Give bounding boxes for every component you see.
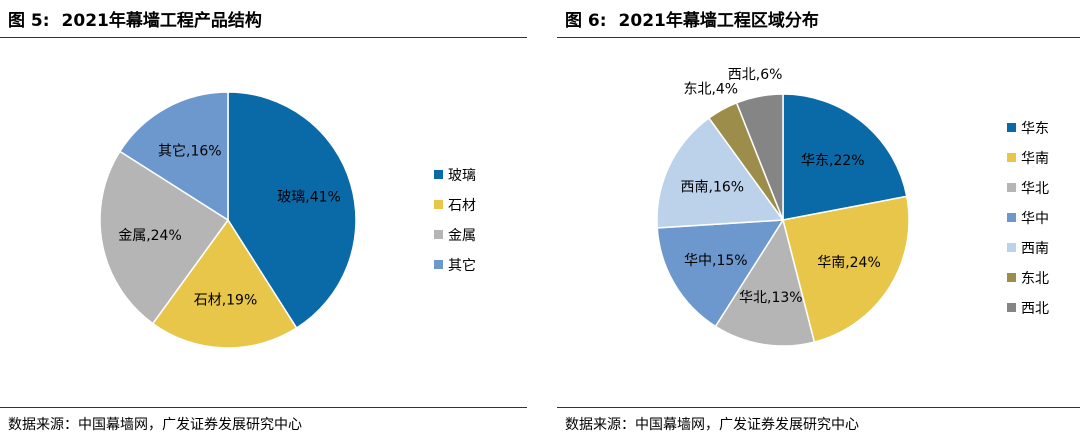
legend-label-4: 其它 [448, 257, 476, 274]
pie-slice-4 [118, 91, 229, 222]
figure-5-bottom-rule [0, 407, 527, 408]
legend-label-3: 金属 [448, 228, 476, 244]
figure-6-title-text: 2021年幕墙工程区域分布 [618, 11, 819, 31]
legend-label-2: 华南 [1021, 151, 1049, 167]
legend-label-7: 西北 [1021, 301, 1049, 317]
legend-swatch-4 [434, 260, 443, 269]
slice-data-label-4: 其它,16% [158, 143, 222, 160]
pie-slice-2 [782, 195, 910, 343]
slice-data-label-6: 东北,4% [683, 82, 738, 98]
slice-data-label-3: 华北,13% [739, 290, 803, 306]
figure-6-panel: 图 6: 2021年幕墙工程区域分布 华东,22% 华南,24% 华北,13% 华中,1… [557, 0, 1080, 438]
pie-slice-2 [151, 218, 298, 349]
legend-swatch-4 [1007, 213, 1016, 222]
legend-swatch-2 [1007, 153, 1016, 162]
legend-label-2: 石材 [448, 198, 476, 214]
slice-data-label-3: 金属,24% [118, 228, 182, 244]
figure-6-top-rule [557, 37, 1080, 38]
legend-swatch-2 [434, 200, 443, 209]
slice-data-label-4: 华中,15% [684, 253, 748, 269]
pie-slice-3 [99, 150, 230, 325]
legend-swatch-3 [434, 230, 443, 239]
legend-label-1: 华东 [1021, 121, 1049, 137]
figure-6-label: 图 6: [565, 11, 607, 31]
slice-data-label-5: 西南,16% [681, 180, 745, 196]
legend-swatch-3 [1007, 183, 1016, 192]
slice-data-label-2: 石材,19% [194, 292, 258, 308]
legend-label-1: 玻璃 [448, 167, 476, 184]
pie-slice-7 [735, 93, 784, 221]
figure-5-top-rule [0, 37, 527, 38]
figure-5-title: 图 5: 2021年幕墙工程产品结构 [8, 6, 274, 31]
legend-label-5: 西南 [1021, 241, 1049, 257]
figure-6-bottom-rule [557, 407, 1080, 408]
pie-slice-4 [656, 219, 785, 328]
legend-label-6: 东北 [1021, 271, 1049, 287]
pie-slice-1 [782, 93, 908, 221]
slice-data-label-7: 西北,6% [728, 67, 783, 83]
slice-data-label-2: 华南,24% [817, 255, 881, 271]
legend-swatch-6 [1007, 273, 1016, 282]
legend-swatch-1 [434, 170, 443, 179]
figure-6-title: 图 6: 2021年幕墙工程区域分布 [565, 6, 831, 31]
legend-swatch-7 [1007, 303, 1016, 312]
figure-5-label: 图 5: [8, 11, 50, 31]
figure-5-panel: 图 5: 2021年幕墙工程产品结构 玻璃,41% 石材,19% 金属,24% 其它,1… [0, 0, 527, 438]
legend-swatch-1 [1007, 123, 1016, 132]
pie-slice-5 [656, 117, 785, 229]
legend-label-4: 华中 [1021, 211, 1049, 227]
figure-6-source: 数据来源：中国幕墙网，广发证券发展研究中心 [565, 417, 859, 433]
figure-5-source: 数据来源：中国幕墙网，广发证券发展研究中心 [8, 417, 302, 433]
slice-data-label-1: 玻璃,41% [277, 188, 341, 205]
legend-label-3: 华北 [1021, 181, 1049, 197]
legend-swatch-5 [1007, 243, 1016, 252]
figure-5-title-text: 2021年幕墙工程产品结构 [61, 11, 262, 31]
slice-data-label-1: 华东,22% [801, 153, 865, 169]
pie-slice-3 [714, 218, 816, 347]
region-distribution-pie-chart: 华东,22% 华南,24% 华北,13% 华中,15% 西南,16% 东北,4%西北,6%… [656, 67, 1049, 347]
